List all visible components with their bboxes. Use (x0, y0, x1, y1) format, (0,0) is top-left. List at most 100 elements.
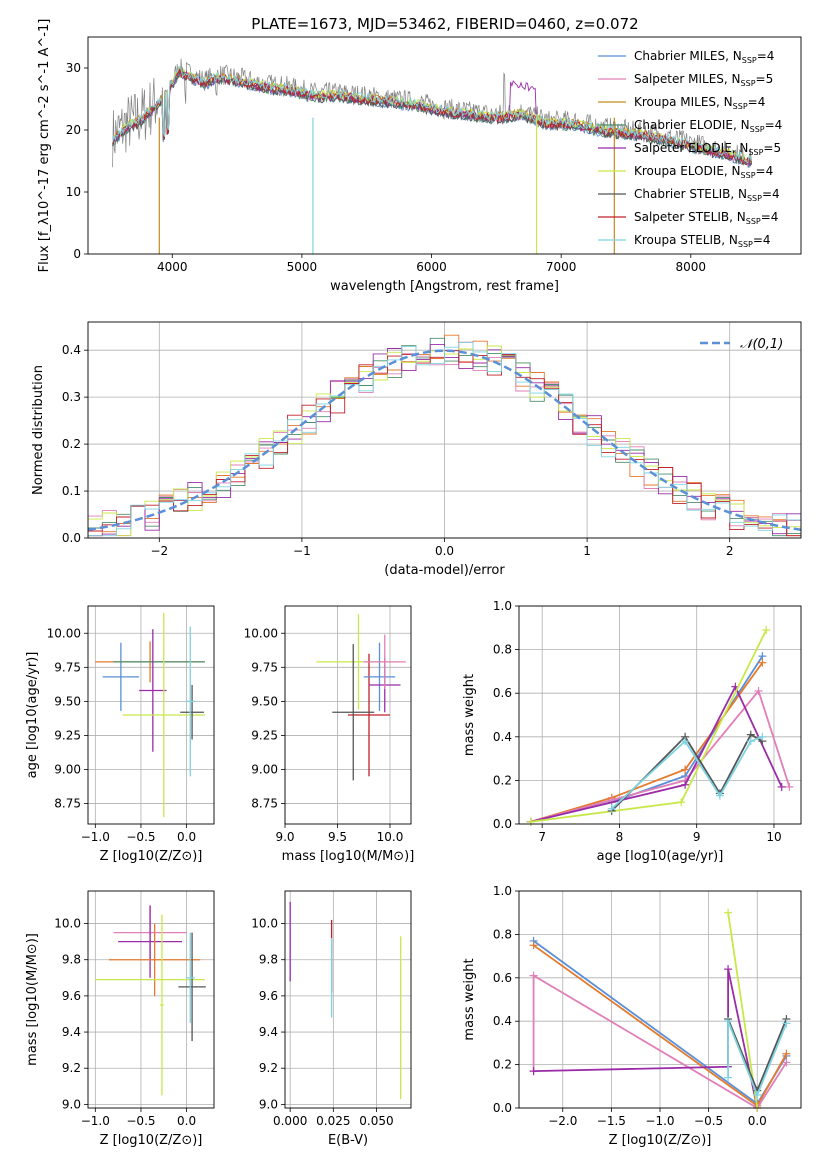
weight-line (532, 974, 788, 1110)
y-tick-label: 10.00 (47, 626, 81, 640)
x-tick-label: 0.025 (316, 1114, 350, 1128)
legend-subscript: SSP (747, 194, 762, 203)
x-tick-label: −1.0 (81, 830, 110, 844)
y-tick-label: 0.6 (493, 686, 512, 700)
y-tick-label: 9.8 (62, 953, 81, 967)
axes-frame (87, 605, 215, 825)
weight-line (530, 655, 764, 823)
model-spectrum-line (112, 66, 753, 164)
y-tick-label: 10 (66, 185, 81, 199)
legend-nssp: =4 (765, 118, 783, 132)
y-tick-label: 1.0 (493, 599, 512, 613)
y-tick-label: 9.25 (54, 728, 81, 742)
legend-subscript: SSP (746, 217, 761, 226)
x-tick-label: −1.0 (81, 1114, 110, 1128)
y-tick-label: 0.0 (493, 1101, 512, 1115)
x-tick-label: 4000 (157, 260, 188, 274)
legend-subscript: SSP (750, 125, 765, 134)
y-tick-label: 9.6 (259, 989, 278, 1003)
y-tick-label: 9.00 (54, 763, 81, 777)
y-tick-label: 0.2 (493, 1058, 512, 1072)
y-axis-label: Flux [f_λ10^-17 erg cm^-2 s^-1 A^-1] (37, 19, 52, 273)
x-axis-label: mass [log10(M/M⊙)] (282, 849, 415, 864)
weight-vs-Z-panel: −2.0 −1.5 −1.0 −0.5 0.0 0.0 0.2 0.4 0.6 0.8 1.0 Z [… (462, 884, 802, 1148)
spectrum-legend: Chabrier MILES, NSSP=4 Salpeter MILES, NS… (598, 49, 782, 249)
y-tick-label: 10.0 (54, 917, 81, 931)
y-tick-label: 9.8 (259, 953, 278, 967)
legend-nssp: =4 (748, 95, 766, 109)
y-tick-label: 0.0 (62, 531, 81, 545)
weight-line (530, 662, 764, 823)
x-tick-label: 9 (693, 830, 701, 844)
legend-subscript: SSP (738, 240, 753, 249)
x-tick-label: −1 (293, 544, 311, 558)
legend-entry: Salpeter MILES, NSSP=5 (634, 72, 773, 88)
axes-frame (518, 605, 802, 825)
x-axis-label: Z [log10(Z/Z⊙)] (100, 849, 203, 864)
axes-frame (87, 36, 802, 255)
x-axis-label: Z [log10(Z/Z⊙)] (100, 1133, 203, 1148)
x-tick-label: 8 (616, 830, 624, 844)
legend-nssp: =4 (753, 233, 771, 247)
x-tick-label: −2 (150, 544, 168, 558)
spectrum-lines (112, 58, 753, 254)
x-tick-label: 0.0 (177, 1114, 196, 1128)
y-axis-label: mass [log10(M/M⊙)] (25, 933, 40, 1066)
mass-vs-EBV-panel: 0.000 0.025 0.050 9.0 9.2 9.4 9.6 9.8 10.0 E(B-V) (251, 890, 412, 1148)
y-tick-label: 0.0 (493, 817, 512, 831)
x-axis-label: wavelength [Angstrom, rest frame] (330, 279, 559, 294)
y-tick-label: 30 (66, 61, 81, 75)
x-tick-label: 1 (583, 544, 591, 558)
y-tick-label: 9.2 (62, 1061, 81, 1075)
x-tick-label: 8000 (676, 260, 707, 274)
axes-frame (518, 890, 802, 1109)
y-tick-label: 9.50 (251, 694, 278, 708)
y-tick-label: 9.0 (62, 1097, 81, 1111)
normal-curve (88, 349, 801, 532)
model-spectrum-line (112, 67, 752, 166)
y-tick-label: 10.00 (244, 626, 278, 640)
x-tick-label: 2 (726, 544, 734, 558)
x-tick-label: 0.0 (748, 1114, 767, 1128)
weight-vs-age-panel: 7 8 9 10 0.0 0.2 0.4 0.6 0.8 1.0 age [log10(age/yr… (462, 599, 802, 864)
legend-subscript: SSP (733, 102, 748, 111)
legend-nssp: =4 (756, 164, 774, 178)
figure-title: PLATE=1673, MJD=53462, FIBERID=0460, z=0… (251, 15, 638, 33)
age-vs-mass-panel: 9.0 9.5 10.0 8.75 9.00 9.25 9.50 9.75 10.00 mass … (244, 605, 415, 864)
x-tick-label: −0.5 (126, 1114, 155, 1128)
legend-nssp: =5 (756, 72, 774, 86)
y-tick-label: 9.0 (259, 1097, 278, 1111)
y-tick-label: 0.8 (493, 927, 512, 941)
x-tick-label: 6000 (416, 260, 447, 274)
legend-subscript: SSP (741, 171, 756, 180)
weight-line (727, 1020, 788, 1098)
y-tick-label: 8.75 (251, 797, 278, 811)
residual-histogram (88, 342, 801, 537)
y-tick-label: 0.4 (62, 343, 81, 357)
x-tick-label: 7000 (546, 260, 577, 274)
x-tick-label: 9.5 (328, 830, 347, 844)
x-axis-label: (data-model)/error (384, 563, 505, 578)
x-tick-label: 5000 (287, 260, 318, 274)
legend-entry: Salpeter ELODIE, NSSP=5 (634, 141, 781, 157)
y-tick-label: 0.4 (493, 1014, 512, 1028)
legend-subscript: SSP (741, 79, 756, 88)
y-axis-label: age [log10(age/yr)] (25, 652, 40, 779)
legend-entry: Salpeter STELIB, NSSP=4 (634, 210, 778, 226)
y-tick-label: 10.0 (251, 917, 278, 931)
y-tick-label: 0.6 (493, 971, 512, 985)
y-tick-label: 0.3 (62, 390, 81, 404)
legend-entry: 𝒩(0,1) (740, 337, 783, 352)
legend-subscript: SSP (742, 56, 757, 65)
y-tick-label: 8.75 (54, 797, 81, 811)
x-tick-label: −1.5 (597, 1114, 626, 1128)
y-tick-label: 9.75 (251, 660, 278, 674)
y-tick-label: 0.8 (493, 643, 512, 657)
x-tick-label: 7 (538, 830, 546, 844)
y-axis-label: Normed distribution (31, 365, 46, 495)
legend-nssp: =4 (761, 210, 779, 224)
legend-nssp: =5 (763, 141, 781, 155)
y-tick-label: 0.2 (493, 773, 512, 787)
y-tick-label: 0.2 (62, 437, 81, 451)
